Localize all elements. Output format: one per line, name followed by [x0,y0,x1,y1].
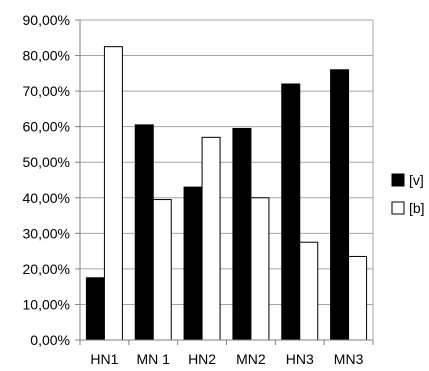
y-tick-label: 70,00% [23,83,70,99]
bar-b [202,137,220,340]
bar-v [135,125,153,340]
y-axis-ticks: 0,00% 10,00% 20,00% 30,00% 40,00% 50,00% 60,00… [23,12,80,348]
bar-v [282,84,300,340]
y-tick-label: 90,00% [23,12,70,28]
x-tick-label: MN2 [236,351,266,367]
x-tick-label: HN1 [90,351,118,367]
x-tick-label: HN2 [188,351,216,367]
legend-label: [v] [409,172,424,188]
x-axis-ticks: HN1 MN 1 HN2 MN2 HN3 MN3 [80,340,373,367]
bar-b [104,47,122,340]
bar-v [331,70,349,340]
y-tick-label: 50,00% [23,154,70,170]
bar-b [349,256,367,340]
y-tick-label: 0,00% [30,332,70,348]
y-tick-label: 40,00% [23,190,70,206]
bar-b [300,242,318,340]
y-tick-label: 30,00% [23,225,70,241]
bar-v [86,278,104,340]
bar-v [184,187,202,340]
y-tick-label: 80,00% [23,48,70,64]
axes [80,20,373,340]
x-tick-label: MN 1 [137,351,171,367]
legend-swatch [392,174,404,186]
bar-v [233,128,251,340]
y-tick-label: 60,00% [23,119,70,135]
y-tick-label: 10,00% [23,296,70,312]
grid-lines [80,20,373,340]
legend-label: [b] [409,200,425,216]
bar-b [251,198,269,340]
legend: [v] [b] [392,172,425,216]
y-tick-label: 20,00% [23,261,70,277]
bar-b [153,200,171,340]
legend-swatch [392,202,404,214]
x-tick-label: MN3 [334,351,364,367]
x-tick-label: HN3 [286,351,314,367]
